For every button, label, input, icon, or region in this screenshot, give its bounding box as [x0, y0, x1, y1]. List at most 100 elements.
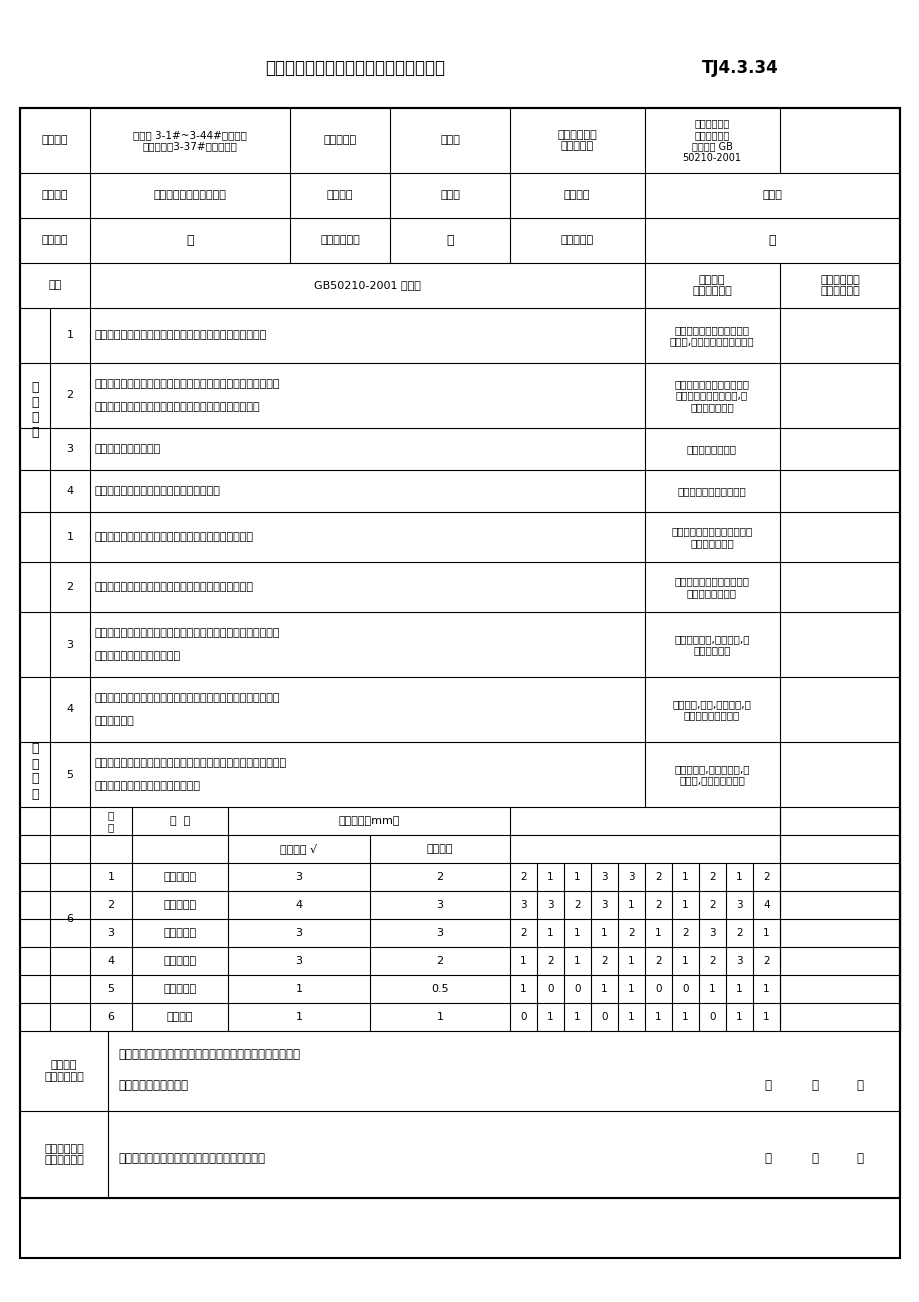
Text: 施工单位: 施工单位 — [41, 190, 68, 201]
Text: 翡翠城 3-1#~3-44#住宅楼及
地下车库（3-37#楼开关站）: 翡翠城 3-1#~3-44#住宅楼及 地下车库（3-37#楼开关站） — [133, 130, 246, 151]
Text: 4: 4 — [66, 486, 74, 496]
Text: 饰面砖接缝应平直、光滑，填嵌应连续、密实；宽度和深度应符: 饰面砖接缝应平直、光滑，填嵌应连续、密实；宽度和深度应符 — [95, 694, 280, 703]
Text: 项  目: 项 目 — [170, 816, 190, 825]
Text: 2: 2 — [108, 900, 115, 910]
Text: 2: 2 — [763, 956, 769, 966]
Text: 0: 0 — [682, 984, 688, 993]
Text: 1: 1 — [66, 331, 74, 341]
Text: 5: 5 — [66, 769, 74, 780]
Text: 合设计要求及国家现行产品标准和工程技术标准的规定。: 合设计要求及国家现行产品标准和工程技术标准的规定。 — [95, 401, 260, 411]
Text: 饰面砖粘贴分项工程检验批质量验收记录: 饰面砖粘贴分项工程检验批质量验收记录 — [265, 59, 445, 77]
Text: 2: 2 — [547, 956, 553, 966]
Text: 3: 3 — [108, 928, 114, 937]
Text: ／: ／ — [767, 234, 775, 247]
Text: 经检查无空鼓、无裂缝。: 经检查无空鼓、无裂缝。 — [677, 486, 745, 496]
Text: 2: 2 — [66, 391, 74, 401]
Text: 阴阳角处搭接方式、非整砖使用部位应符合设计要求。: 阴阳角处搭接方式、非整砖使用部位应符合设计要求。 — [95, 582, 254, 592]
Text: 内墙面砖: 内墙面砖 — [426, 844, 453, 854]
Text: 1: 1 — [735, 984, 742, 993]
Text: 接缝高低差: 接缝高低差 — [164, 984, 197, 993]
Text: 工程名称: 工程名称 — [41, 135, 68, 146]
Text: 1: 1 — [682, 1012, 688, 1022]
Text: ／: ／ — [186, 234, 194, 247]
Text: 施工工序过程及施工方法符
合设计及有关标准要求,所
用材料均合格。: 施工工序过程及施工方法符 合设计及有关标准要求,所 用材料均合格。 — [674, 379, 749, 413]
Text: 分包单位: 分包单位 — [41, 236, 68, 246]
Text: 日: 日 — [856, 1152, 863, 1165]
Text: 2: 2 — [682, 928, 688, 937]
Text: 项
次: 项 次 — [108, 810, 114, 832]
Text: 1: 1 — [682, 900, 688, 910]
Text: 1: 1 — [654, 1012, 661, 1022]
Text: 1: 1 — [763, 984, 769, 993]
Text: 饰面砖粘贴工程的找平、防水、粘结和勾缝材料及施工方法应符: 饰面砖粘贴工程的找平、防水、粘结和勾缝材料及施工方法应符 — [95, 379, 280, 389]
Text: 0: 0 — [519, 1012, 527, 1022]
Text: 5: 5 — [108, 984, 114, 993]
Text: 一
般
项
目: 一 般 项 目 — [31, 742, 39, 801]
Text: 1: 1 — [628, 984, 634, 993]
Text: 0: 0 — [601, 1012, 607, 1022]
Text: 2: 2 — [600, 956, 607, 966]
Text: 2: 2 — [436, 872, 443, 881]
Text: 项目专业质量检查员：: 项目专业质量检查员： — [118, 1079, 187, 1092]
Text: 1: 1 — [628, 900, 634, 910]
Text: 1: 1 — [573, 928, 580, 937]
Text: 2: 2 — [709, 872, 715, 881]
Text: 6: 6 — [108, 1012, 114, 1022]
Text: TJ4.3.34: TJ4.3.34 — [701, 59, 777, 77]
Text: 3: 3 — [600, 872, 607, 881]
Text: 1: 1 — [547, 1012, 553, 1022]
Text: 饰面砖表面应平整、洁净、色泽一致，无裂痕和缺损。: 饰面砖表面应平整、洁净、色泽一致，无裂痕和缺损。 — [95, 533, 254, 542]
Text: 有排水要求的部位应做滴水线（槽）。滴水线（槽）应顺直，流水: 有排水要求的部位应做滴水线（槽）。滴水线（槽）应顺直，流水 — [95, 759, 287, 768]
Text: 表面平整度: 表面平整度 — [164, 900, 197, 910]
Text: 1: 1 — [735, 1012, 742, 1022]
Text: 2: 2 — [519, 872, 527, 881]
Text: 2: 2 — [519, 928, 527, 937]
Text: 施工单位
检查评定记录: 施工单位 检查评定记录 — [691, 275, 732, 297]
Text: 1: 1 — [519, 956, 527, 966]
Text: 3: 3 — [709, 928, 715, 937]
Text: 3: 3 — [735, 900, 742, 910]
Text: 6: 6 — [66, 914, 74, 924]
Text: 2: 2 — [654, 872, 661, 881]
Text: 监理（建设）
单位验收结论: 监理（建设） 单位验收结论 — [819, 275, 859, 297]
Text: 4: 4 — [295, 900, 302, 910]
Text: 月: 月 — [811, 1152, 818, 1165]
Text: 1: 1 — [295, 984, 302, 993]
Text: 饰面砖颜色、图案和性能符
合设计,有合格证、检测报告。: 饰面砖颜色、图案和性能符 合设计,有合格证、检测报告。 — [669, 324, 754, 346]
Text: 0: 0 — [709, 1012, 715, 1022]
Text: 月: 月 — [811, 1079, 818, 1092]
Text: 1: 1 — [763, 1012, 769, 1022]
Text: 接缝直线度: 接缝直线度 — [164, 956, 197, 966]
Text: 施红兵: 施红兵 — [439, 190, 460, 201]
Text: 主
控
项
目: 主 控 项 目 — [31, 381, 39, 439]
Text: 2: 2 — [709, 956, 715, 966]
Text: 监理（建设）
单位验收结论: 监理（建设） 单位验收结论 — [44, 1143, 84, 1165]
Text: 主控项目全部合格，一般项目满足规范要求，本检验批合格: 主控项目全部合格，一般项目满足规范要求，本检验批合格 — [118, 1048, 300, 1061]
Text: 4: 4 — [108, 956, 115, 966]
Text: 年: 年 — [764, 1079, 771, 1092]
Text: 0: 0 — [654, 984, 661, 993]
Text: 2: 2 — [763, 872, 769, 881]
Text: 4: 4 — [66, 704, 74, 715]
Text: 2: 2 — [573, 900, 580, 910]
Text: 3: 3 — [66, 639, 74, 650]
Text: 1: 1 — [66, 533, 74, 542]
Text: 3: 3 — [735, 956, 742, 966]
Text: 1: 1 — [682, 956, 688, 966]
Text: 3: 3 — [436, 900, 443, 910]
Text: 序号: 序号 — [49, 280, 62, 290]
Text: 1: 1 — [600, 984, 607, 993]
Text: 3: 3 — [436, 928, 443, 937]
Text: 阴阳角处搭接方式、半砖使
用部位符合要求。: 阴阳角处搭接方式、半砖使 用部位符合要求。 — [674, 577, 749, 598]
Text: GB50210-2001 的规定: GB50210-2001 的规定 — [313, 280, 420, 290]
Text: 1: 1 — [547, 872, 553, 881]
Text: 2: 2 — [654, 900, 661, 910]
Text: 施工班组长: 施工班组长 — [560, 236, 593, 246]
Text: 合设计要求。: 合设计要求。 — [95, 716, 134, 725]
Text: 立面垂直度: 立面垂直度 — [164, 872, 197, 881]
Text: 1: 1 — [628, 1012, 634, 1022]
Text: 3: 3 — [628, 872, 634, 881]
Text: 1: 1 — [628, 956, 634, 966]
Text: 0: 0 — [573, 984, 580, 993]
Text: 建筑装饰装修
工程施工质量
验收规范 GB
50210-2001: 建筑装饰装修 工程施工质量 验收规范 GB 50210-2001 — [682, 118, 741, 163]
